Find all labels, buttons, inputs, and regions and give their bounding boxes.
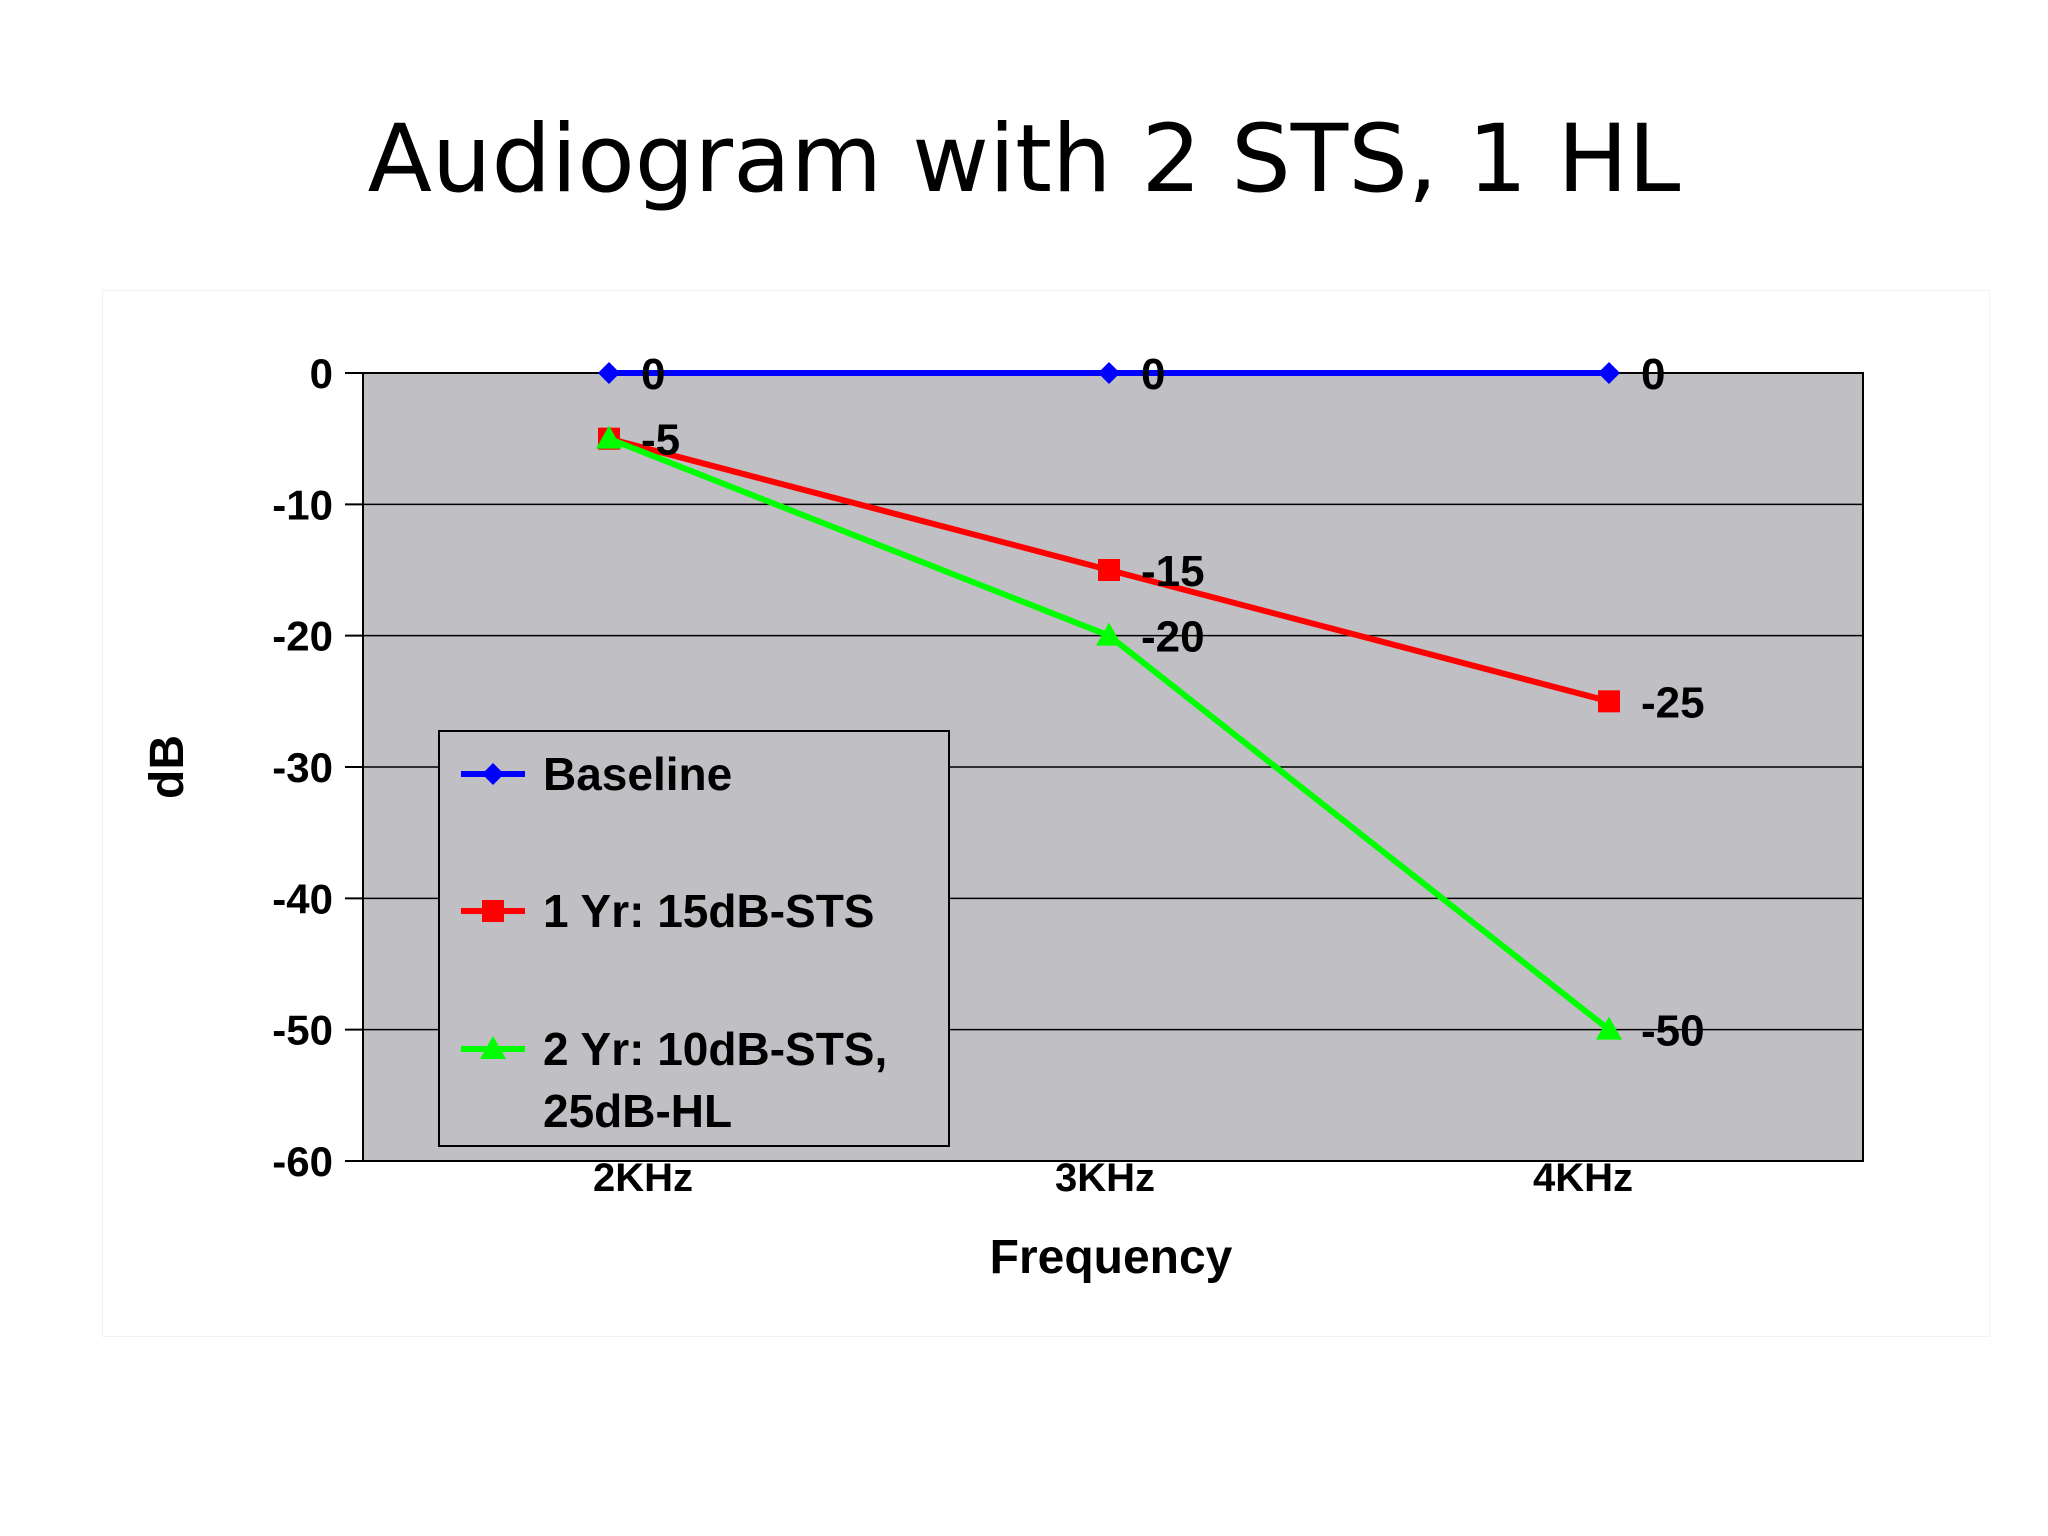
data-label: 0 [1641,350,1665,399]
y-tick-label: -40 [272,875,333,922]
data-label: 0 [641,350,665,399]
chart-area: 0 -10 -20 -30 -40 -50 -60 2KHz 3KHz 4KHz Frequency… [102,290,1990,1337]
legend-entry-3: 2 Yr: 10dB-STS, 25dB-HL [461,1023,887,1137]
data-point [1598,690,1620,713]
x-tick-label: 4KHz [1533,1156,1633,1200]
data-labels: 0 0 0 -5 -15 -25 -20 -50 [641,350,1705,1056]
y-axis-title: dB [141,735,194,799]
data-label: 0 [1141,350,1165,399]
data-point [1598,362,1620,384]
legend-swatch-marker [482,763,504,785]
series-group [596,362,1622,1040]
data-point [1096,622,1122,646]
y-tick-label: -60 [272,1138,333,1185]
y-tick-label: -20 [272,613,333,660]
legend-entry-2: 1 Yr: 15dB-STS [461,885,874,937]
x-tick-label: 2KHz [593,1156,693,1200]
legend-swatch-marker [480,1036,506,1059]
legend-label-line: 2 Yr: 10dB-STS, [543,1023,887,1075]
legend: Baseline 1 Yr: 15dB-STS 2 Yr: 10dB-STS, 25d… [438,730,950,1147]
data-label: -5 [641,416,680,465]
y-tick-label: 0 [310,350,333,397]
legend-label: 2 Yr: 10dB-STS, 25dB-HL [543,1023,887,1137]
data-label: -15 [1141,547,1205,596]
data-point [598,362,620,384]
data-point [596,425,622,449]
legend-label-line: 25dB-HL [543,1085,732,1137]
y-tick-label: -50 [272,1007,333,1054]
series-1 [598,362,1620,384]
series-3 [596,425,1622,1040]
data-point [1596,1016,1622,1040]
data-label: -20 [1141,613,1205,662]
audiogram-line-chart: 0-10-20-30-40-50-60 2KHz 3KHz 4KHzFrequency… [141,350,1864,1284]
x-tick-label: 3KHz [1055,1156,1155,1200]
axes: 0-10-20-30-40-50-60 2KHz 3KHz 4KHzFrequency… [141,350,1633,1284]
x-axis-title: Frequency [990,1231,1233,1284]
legend-box [438,730,950,1147]
data-label: -50 [1641,1007,1705,1056]
data-point [1098,559,1120,581]
legend-label: Baseline [543,748,732,800]
legend-swatch-marker [482,900,504,922]
legend-label: 1 Yr: 15dB-STS [543,885,874,937]
slide-title: Audiogram with 2 STS, 1 HL [367,105,1681,214]
y-tick-label: -30 [272,744,333,791]
y-tick-label: -10 [272,481,333,528]
legend-entry-1: Baseline [461,748,732,800]
data-point [1098,362,1120,384]
data-label: -25 [1641,678,1705,727]
